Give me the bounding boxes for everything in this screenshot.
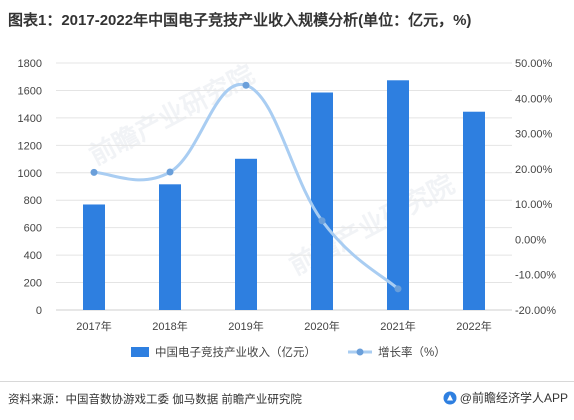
- footer-divider: [0, 381, 574, 382]
- y2-tick-label: 40.00%: [515, 93, 553, 105]
- y2-tick-label: -10.00%: [515, 270, 556, 282]
- x-tick-label: 2022年: [456, 319, 491, 333]
- bar: [387, 80, 409, 310]
- brand-credit: @前瞻经济学人APP: [443, 389, 568, 406]
- legend-line-marker: [356, 348, 364, 356]
- growth-rate-point: [394, 285, 402, 293]
- x-tick-label: 2020年: [304, 319, 339, 333]
- y-tick-label: 600: [24, 223, 42, 235]
- chart-svg: 0 200 400 600 800 1000 1200 1400 1600 1800 -20.00%…: [18, 58, 557, 359]
- growth-rate-point: [90, 168, 98, 176]
- y-tick-label: 1000: [18, 168, 42, 180]
- y-tick-label: 200: [24, 278, 42, 290]
- brand-logo-icon: [443, 391, 457, 404]
- y-tick-label: 1600: [18, 85, 42, 97]
- x-tick-label: 2019年: [228, 319, 263, 333]
- x-tick-label: 2018年: [152, 319, 187, 333]
- y-tick-label: 1200: [18, 140, 42, 152]
- legend-label: 增长率（%）: [378, 345, 446, 359]
- legend-bar-swatch: [131, 347, 149, 357]
- y2-tick-label: 10.00%: [515, 199, 553, 211]
- brand-text: @前瞻经济学人APP: [459, 391, 568, 405]
- bar: [159, 184, 181, 310]
- bar: [463, 111, 485, 310]
- y2-tick-label: 30.00%: [515, 129, 553, 141]
- legend-label: 中国电子竞技产业收入（亿元）: [155, 345, 316, 359]
- chart-area: 0 200 400 600 800 1000 1200 1400 1600 1800 -20.00%…: [0, 40, 574, 380]
- y2-tick-label: -20.00%: [515, 305, 556, 317]
- y-tick-label: 0: [36, 305, 42, 317]
- bar: [235, 158, 257, 310]
- bar: [83, 204, 105, 310]
- x-tick-label: 2017年: [76, 319, 111, 333]
- bar: [311, 92, 333, 310]
- y2-tick-label: 50.00%: [515, 58, 553, 70]
- y-tick-label: 1800: [18, 58, 42, 70]
- y-tick-label: 400: [24, 250, 42, 262]
- growth-rate-point: [242, 81, 250, 89]
- source-note: 资料来源：中国音数协游戏工委 伽马数据 前瞻产业研究院: [8, 394, 302, 406]
- growth-rate-point: [318, 217, 326, 225]
- y2-tick-label: 0.00%: [515, 234, 546, 246]
- y2-tick-label: 20.00%: [515, 164, 553, 176]
- growth-rate-point: [166, 168, 174, 176]
- x-tick-label: 2021年: [380, 319, 415, 333]
- chart-title: 图表1：2017-2022年中国电子竞技产业收入规模分析(单位：亿元，%): [8, 12, 472, 29]
- y-tick-label: 1400: [18, 113, 42, 125]
- y-tick-label: 800: [24, 195, 42, 207]
